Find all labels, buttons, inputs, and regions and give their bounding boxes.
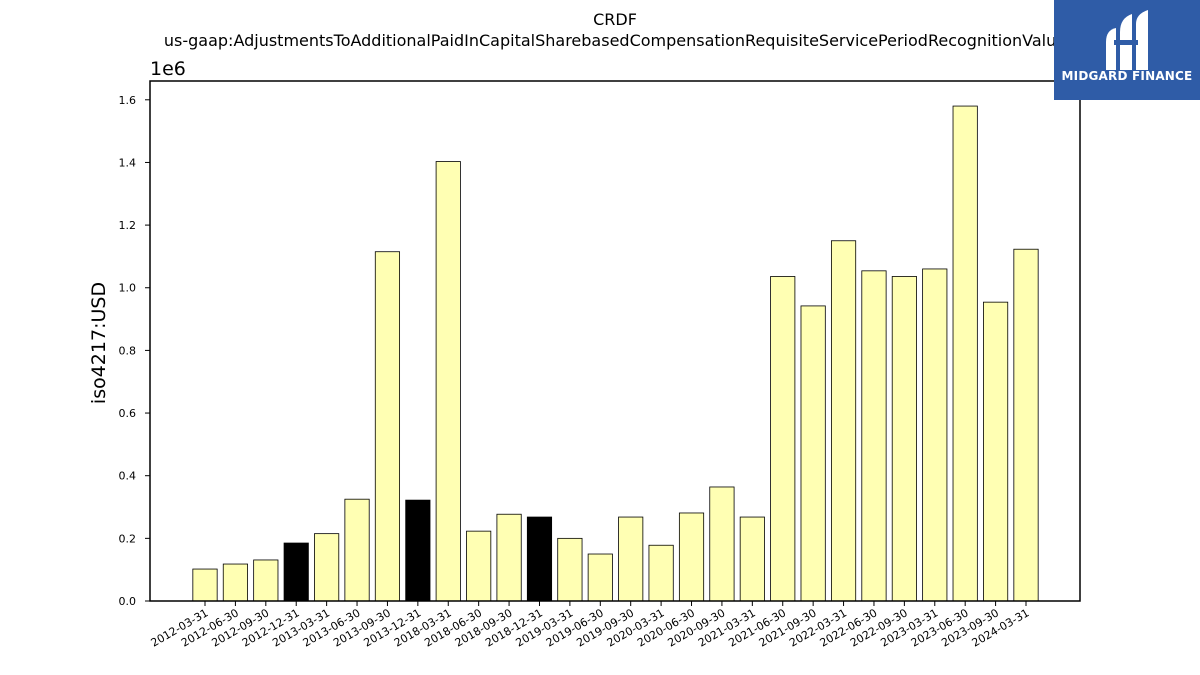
bar-2020-09-30 [709,486,735,602]
bar-2013-06-30 [344,498,370,602]
bar-2021-03-31 [739,516,765,602]
bar-2018-12-31 [526,516,553,602]
y-tick-label: 1.2 [119,219,137,232]
y-tick-label: 0.4 [119,470,137,483]
plot-frame [149,80,1081,602]
bar-2018-09-30 [496,513,522,602]
bar-2022-06-30 [861,270,887,602]
y-tick-label: 1.4 [119,156,137,169]
bar-2023-09-30 [983,301,1009,602]
bar-2012-06-30 [222,563,248,602]
y-tick-label: 0.2 [119,532,137,545]
bar-2013-03-31 [314,533,340,602]
bar-2019-03-31 [557,537,583,602]
bar-2023-06-30 [952,105,978,602]
bar-2020-03-31 [648,544,674,602]
y-scale-label: 1e6 [150,58,186,80]
bar-2024-03-31 [1013,248,1039,602]
y-axis-label: iso4217:USD [88,282,110,404]
y-tick-label: 1.6 [119,94,137,107]
chart-title: CRDF [593,10,637,29]
midgard-logo-icon [1106,10,1148,70]
brand-logo: MIDGARD FINANCE [1054,0,1200,100]
chart-subtitle: us-gaap:AdjustmentsToAdditionalPaidInCap… [164,31,1066,50]
bars-group [192,105,1039,602]
bar-2012-12-31 [283,542,309,602]
y-ticks-group: 0.0 0.2 0.4 0.6 0.8 1.0 1.2 1.4 1.6 [119,94,150,608]
bar-2012-03-31 [192,568,218,602]
bar-2022-03-31 [830,240,857,602]
bar-2023-03-31 [922,268,948,602]
bar-2021-09-30 [800,305,826,602]
bar-2018-06-30 [466,530,492,602]
bar-2021-06-30 [770,276,796,602]
bar-2013-12-31 [405,499,431,602]
y-tick-label: 0.6 [119,407,137,420]
bar-2018-03-31 [435,161,461,602]
y-tick-label: 1.0 [119,282,137,295]
logo-text: MIDGARD FINANCE [1061,69,1193,83]
bar-2022-09-30 [891,276,917,602]
y-tick-label: 0.8 [119,344,137,357]
y-tick-label: 0.0 [119,595,137,608]
bar-2019-09-30 [618,516,644,602]
bar-2020-06-30 [678,512,705,602]
bar-2019-06-30 [587,553,613,602]
x-ticks-group: 2012-03-312012-06-302012-09-302012-12-31… [149,601,1032,650]
bar-2012-09-30 [253,559,279,602]
bar-2013-09-30 [374,251,401,602]
